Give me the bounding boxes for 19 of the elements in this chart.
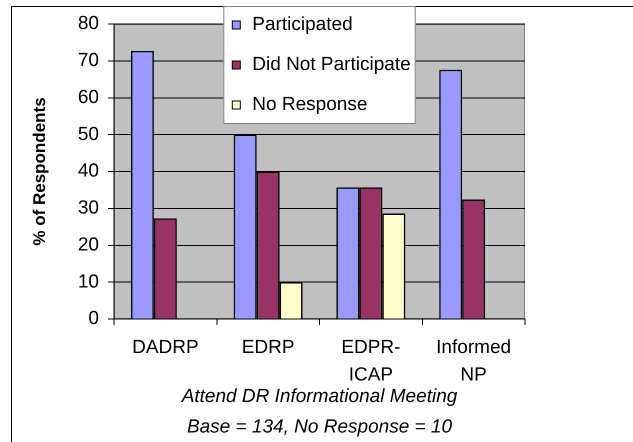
- y-tick-label: 0: [88, 308, 99, 330]
- y-tick-label: 40: [78, 160, 99, 182]
- y-tick-label: 70: [78, 50, 99, 72]
- y-axis-title: % of Respondents: [30, 97, 49, 246]
- x-tick-label: EDRP: [242, 337, 295, 358]
- legend-label: Participated: [252, 14, 353, 36]
- y-tick-label: 80: [78, 13, 99, 34]
- legend-label: No Response: [252, 94, 368, 116]
- x-axis-title: Attend DR Informational Meeting: [180, 386, 458, 407]
- x-tick-label: DADRP: [132, 337, 199, 358]
- text: Base = 134, No Response = 10: [186, 416, 452, 438]
- y-tick-label: 20: [78, 234, 99, 256]
- legend-label: Did Not Participate: [252, 54, 411, 76]
- y-tick-label: 60: [78, 86, 99, 108]
- y-tick-label: 10: [78, 271, 99, 292]
- y-tick-label: 50: [78, 124, 99, 145]
- x-tick-label: Informed NP: [436, 337, 512, 386]
- x-tick-label: EDPR-ICAP: [341, 337, 400, 386]
- y-tick-label: 30: [78, 198, 99, 219]
